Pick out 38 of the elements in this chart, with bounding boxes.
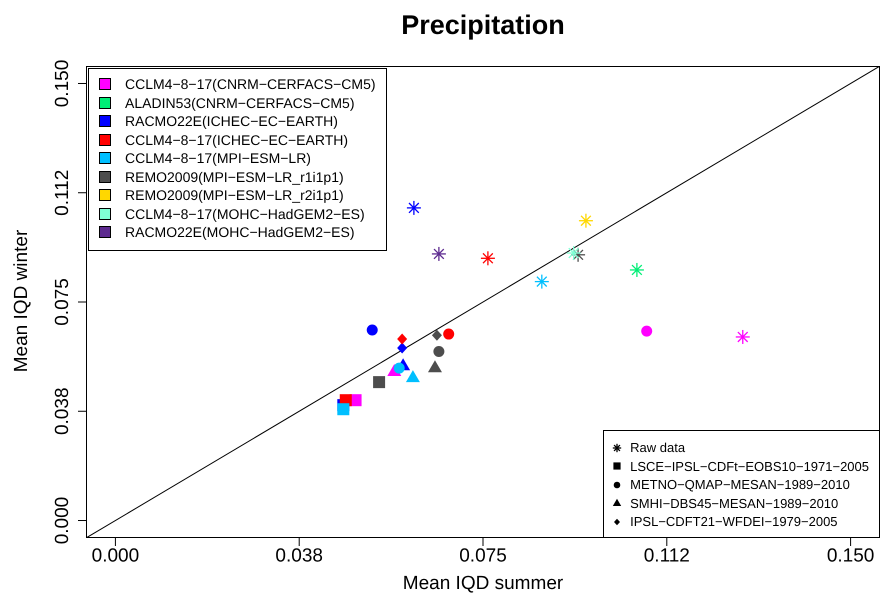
legend-label: RACMO22E(MOHC−HadGEM2−ES) (125, 224, 355, 240)
annotation: Raw data (630, 440, 686, 456)
point (443, 328, 454, 340)
y-axis-title: Mean IQD winter (11, 228, 33, 374)
point (373, 376, 386, 388)
annotation: SMHI−DBS45−MESAN−1989−2010 (630, 496, 838, 511)
x-tick-label: 0.038 (275, 545, 323, 566)
point (641, 326, 652, 337)
x-tick-label: 0.112 (644, 545, 690, 566)
legend-label: ALADIN53(CNRM−CERFACS−CM5) (125, 94, 354, 111)
chart-title: Precipitation (400, 10, 566, 41)
annotation: METNO−QMAP−MESAN−1989−2010 (630, 477, 850, 492)
y-tick-label: 0.112 (52, 170, 73, 216)
point (394, 362, 405, 374)
point (366, 324, 378, 336)
point (428, 360, 442, 372)
legend-label: CCLM4−8−17(ICHEC−EC−EARTH) (125, 132, 348, 148)
y-tick-label: 0.038 (52, 387, 73, 436)
point (397, 334, 408, 344)
y-tick-label: 0.150 (52, 60, 73, 108)
x-tick-label: 0.000 (92, 545, 140, 566)
legend-label: CCLM4−8−17(MPI−ESM−LR) (125, 150, 311, 166)
point (406, 370, 420, 382)
point (397, 342, 408, 354)
point (432, 330, 442, 341)
point (433, 346, 444, 358)
annotation: IPSL−CDFT21−WFDEI−1979−2005 (630, 514, 838, 530)
legend-label: REMO2009(MPI−ESM−LR_r1i1p1) (125, 168, 344, 185)
x-tick-label: 0.075 (459, 545, 507, 566)
legend-label: RACMO22E(ICHEC−EC−EARTH) (125, 113, 338, 130)
y-tick-label: 0.075 (52, 278, 73, 326)
x-tick-label: 0.150 (826, 545, 874, 566)
annotation: LSCE−IPSL−CDFt−EOBS10−1971−2005 (630, 458, 869, 474)
legend-label: REMO2009(MPI−ESM−LR_r2i1p1) (125, 187, 344, 204)
legend-label: CCLM4−8−17(CNRM−CERFACS−CM5) (125, 76, 376, 92)
point (337, 403, 350, 416)
legend-label: CCLM4−8−17(MOHC−HadGEM2−ES) (125, 206, 365, 222)
x-axis-title: Mean IQD summer (402, 573, 564, 595)
